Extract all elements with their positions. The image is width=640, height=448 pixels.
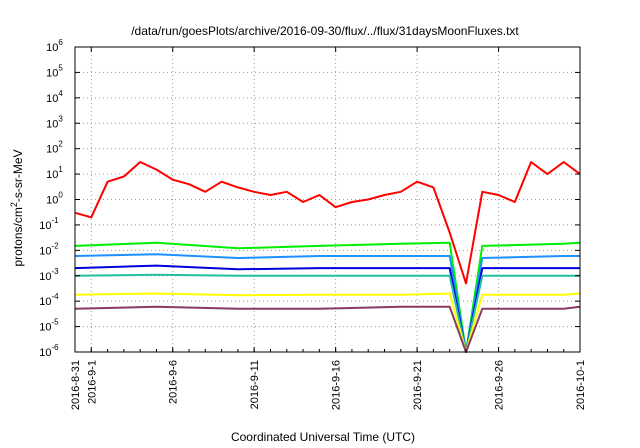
plot-frame: [74, 46, 581, 353]
series-line-3: [74, 253, 580, 353]
series-line-7: [74, 305, 581, 353]
y-tick-label: 104: [46, 89, 63, 105]
y-tick-label: 10-1: [39, 216, 59, 232]
y-tick-label: 10-3: [39, 267, 59, 283]
series-line-2: [74, 241, 581, 353]
series-group: [74, 161, 581, 353]
series-line-5: [74, 273, 580, 353]
y-axis-label: protons/cm2-s-sr-MeV: [9, 149, 25, 266]
y-tick-label: 102: [46, 140, 63, 156]
y-tick-label: 100: [46, 191, 63, 207]
y-tick-label: 10-6: [39, 343, 59, 359]
y-tick-label: 10-5: [39, 318, 59, 334]
series-line-1: [74, 161, 581, 285]
x-tick-label: 2016-9-1: [86, 360, 98, 404]
x-tick-label: 2016-10-1: [575, 360, 587, 410]
x-tick-label: 2016-9-26: [494, 360, 506, 410]
y-tick-label: 10-2: [39, 241, 59, 257]
y-axis-label-pre: protons/cm: [11, 207, 25, 266]
x-tick-label: 2016-8-31: [70, 360, 82, 410]
x-tick-group: 2016-8-31 2016-9-1 2016-9-6 2016-9-11 2016-9…: [70, 47, 587, 410]
x-tick-label: 2016-9-6: [168, 360, 180, 404]
series-line-6: [74, 292, 581, 353]
y-axis-label-sup: 2: [9, 202, 19, 207]
series-line-4: [74, 264, 580, 353]
x-tick-label: 2016-9-11: [249, 360, 261, 409]
y-tick-label: 105: [46, 63, 63, 79]
y-tick-label: 106: [46, 38, 63, 54]
x-axis-label: Coordinated Universal Time (UTC): [231, 430, 415, 444]
x-tick-label: 2016-9-21: [412, 360, 424, 410]
y-tick-label: 101: [46, 165, 63, 181]
y-tick-group: 10-6 10-5 10-4 10-3 10-2 10-1 100 101 102 103 104 1…: [39, 38, 580, 359]
x-tick-label: 2016-9-16: [331, 360, 343, 410]
y-tick-label: 10-4: [39, 292, 59, 308]
y-axis-label-post: -s-sr-MeV: [11, 149, 25, 202]
y-tick-label: 103: [46, 114, 63, 130]
chart-title: /data/run/goesPlots/archive/2016-09-30/f…: [131, 24, 519, 38]
